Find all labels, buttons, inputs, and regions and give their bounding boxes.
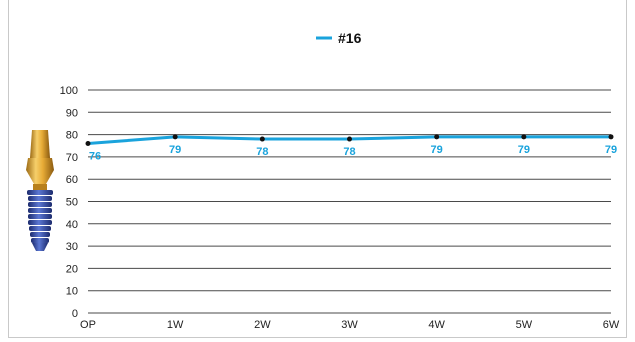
x-tick-label-1w: 1W bbox=[167, 319, 184, 331]
data-point-2w bbox=[259, 136, 265, 142]
data-label-6w: 79 bbox=[605, 144, 617, 156]
data-point-3w bbox=[347, 136, 352, 142]
x-tick-label-op: OP bbox=[80, 319, 96, 331]
y-tick-label-20: 20 bbox=[66, 263, 78, 275]
x-axis-tick-labels: OP 1W 2W 3W 4W 5W 6W bbox=[80, 319, 620, 331]
dental-implant-icon bbox=[26, 130, 54, 251]
data-label-op: 76 bbox=[89, 151, 101, 163]
x-tick-label-6w: 6W bbox=[603, 319, 620, 331]
chart-frame bbox=[8, 0, 627, 338]
data-label-5w: 79 bbox=[518, 144, 530, 156]
legend: #16 bbox=[316, 30, 362, 46]
data-point-5w bbox=[521, 134, 527, 140]
y-tick-label-80: 80 bbox=[66, 130, 78, 142]
y-tick-label-90: 90 bbox=[66, 107, 78, 119]
data-label-1w: 79 bbox=[169, 144, 181, 156]
data-point-op bbox=[85, 141, 91, 147]
y-tick-label-40: 40 bbox=[66, 219, 78, 231]
data-label-2w: 78 bbox=[256, 146, 268, 158]
y-tick-label-50: 50 bbox=[66, 197, 78, 209]
x-tick-label-5w: 5W bbox=[516, 319, 533, 331]
y-axis-tick-labels: 0 10 20 30 40 50 60 70 80 90 100 bbox=[60, 85, 78, 320]
x-tick-label-3w: 3W bbox=[341, 319, 358, 331]
y-tick-label-30: 30 bbox=[66, 241, 78, 253]
data-point-4w bbox=[434, 134, 440, 140]
x-tick-label-2w: 2W bbox=[254, 319, 271, 331]
y-tick-label-10: 10 bbox=[66, 286, 78, 298]
data-label-4w: 79 bbox=[431, 144, 443, 156]
gridlines bbox=[88, 89, 611, 314]
y-tick-label-70: 70 bbox=[66, 152, 78, 164]
series-16: 76 79 78 78 79 79 79 bbox=[85, 134, 617, 163]
data-label-3w: 78 bbox=[343, 146, 355, 158]
legend-label: #16 bbox=[338, 30, 362, 46]
x-tick-label-4w: 4W bbox=[428, 319, 445, 331]
data-point-1w bbox=[172, 134, 178, 140]
y-tick-label-0: 0 bbox=[72, 308, 78, 320]
y-tick-label-60: 60 bbox=[66, 174, 78, 186]
y-tick-label-100: 100 bbox=[60, 85, 78, 97]
data-point-6w bbox=[608, 134, 614, 140]
